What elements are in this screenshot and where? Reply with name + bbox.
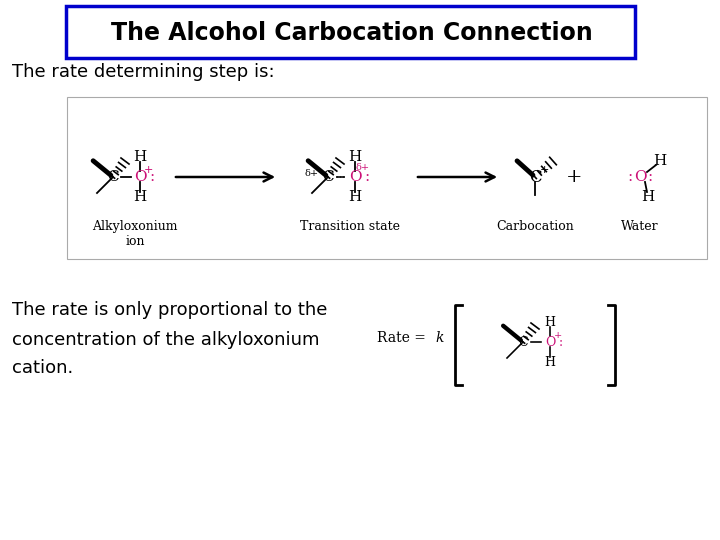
Text: H: H <box>544 315 556 328</box>
Text: H: H <box>653 154 667 168</box>
Text: O: O <box>634 170 647 184</box>
Text: Alkyloxonium
ion: Alkyloxonium ion <box>92 220 178 248</box>
Text: H: H <box>348 190 361 204</box>
Text: O: O <box>348 170 361 184</box>
Text: :: : <box>628 170 633 184</box>
Text: :: : <box>149 170 154 184</box>
Text: +: + <box>554 330 562 340</box>
Text: δ+: δ+ <box>305 168 319 178</box>
Text: +: + <box>566 168 582 186</box>
Text: H: H <box>642 190 654 204</box>
Text: H: H <box>133 190 147 204</box>
Text: C: C <box>528 168 541 186</box>
Text: :: : <box>559 335 563 348</box>
Text: The rate determining step is:: The rate determining step is: <box>12 63 274 81</box>
Text: C: C <box>107 170 119 184</box>
Text: k: k <box>435 331 444 345</box>
Text: :: : <box>647 170 652 184</box>
Text: +: + <box>143 165 153 175</box>
Text: H: H <box>348 150 361 164</box>
Text: The rate is only proportional to the: The rate is only proportional to the <box>12 301 328 319</box>
Text: C: C <box>322 170 334 184</box>
Text: Water: Water <box>621 220 659 233</box>
Text: Rate =: Rate = <box>377 331 430 345</box>
Text: :: : <box>364 170 369 184</box>
Text: δ+: δ+ <box>356 164 370 172</box>
Text: O: O <box>134 170 146 184</box>
Text: +: + <box>539 165 549 175</box>
Text: C: C <box>518 335 528 348</box>
Text: The Alcohol Carbocation Connection: The Alcohol Carbocation Connection <box>111 21 593 45</box>
Text: O: O <box>545 335 555 348</box>
Text: Transition state: Transition state <box>300 220 400 233</box>
Text: H: H <box>133 150 147 164</box>
FancyBboxPatch shape <box>66 6 635 58</box>
Text: Carbocation: Carbocation <box>496 220 574 233</box>
Text: cation.: cation. <box>12 359 73 377</box>
Text: H: H <box>544 355 556 368</box>
Text: concentration of the alkyloxonium: concentration of the alkyloxonium <box>12 331 320 349</box>
